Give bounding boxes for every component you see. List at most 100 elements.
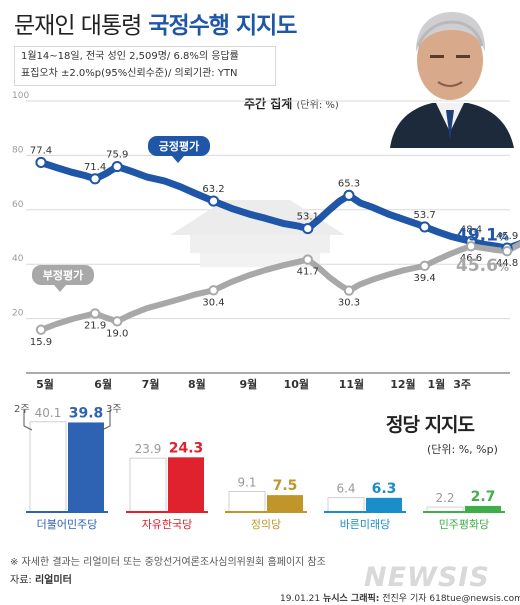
- data-point: [302, 254, 313, 265]
- newsis-logo: NEWSIS: [364, 562, 490, 593]
- bar-current-week: [366, 497, 402, 512]
- data-point: [419, 221, 431, 233]
- party-name-label: 바른미래당: [340, 518, 391, 531]
- data-point: [89, 308, 101, 319]
- x-tick-label: 5월: [36, 377, 54, 391]
- survey-info-line1: 1월14~18일, 전국 성인 2,509명/ 6.8%의 응답률: [21, 51, 239, 62]
- survey-info-line2: 표집오차 ±2.0%p(95%신뢰수준)/ 의뢰기관: YTN: [21, 68, 238, 79]
- data-label: 75.9: [106, 150, 128, 161]
- x-tick-label: 9월: [240, 377, 258, 391]
- data-label: 30.4: [202, 297, 224, 308]
- disapprove-callout-bubble: [32, 265, 94, 285]
- bar-prev-week: [327, 497, 365, 513]
- footer-source: 자료: 리얼미터: [10, 571, 72, 586]
- data-point: [111, 160, 123, 173]
- data-point: [89, 173, 101, 185]
- bar-prev-value: 9.1: [237, 476, 256, 490]
- period-label-prev: 2주: [14, 404, 30, 415]
- data-point: [208, 285, 219, 296]
- chart-x-axis: 5월 6월 7월 8월 9월 10월 11월 12월 1월 3주: [36, 377, 471, 391]
- data-label: 21.9: [84, 320, 106, 331]
- data-label: 45.9: [496, 231, 518, 242]
- data-point: [501, 245, 513, 257]
- data-label: 30.3: [338, 298, 360, 309]
- bar-current-value: 6.3: [372, 481, 397, 497]
- bar-prev-week: [228, 491, 266, 513]
- x-tick-label: 6월: [94, 377, 112, 391]
- survey-info-box: 1월14~18일, 전국 성인 2,509명/ 6.8%의 응답률 표집오차 ±…: [14, 46, 276, 86]
- data-point: [35, 156, 47, 169]
- data-label: 39.4: [414, 273, 436, 284]
- bar-current-week: [168, 457, 204, 512]
- period-label-current: 3주: [106, 404, 122, 415]
- credit-agency: 뉴시스 그래픽:: [322, 594, 380, 604]
- bar-current-value: 24.3: [169, 440, 204, 456]
- percent-sign: %: [498, 230, 509, 243]
- data-label: 46.6: [460, 253, 482, 264]
- x-tick-label: 10월: [284, 377, 309, 391]
- credit-date: 19.01.21: [280, 594, 321, 604]
- data-label: 77.4: [30, 145, 52, 156]
- data-label: 65.3: [338, 178, 360, 189]
- x-tick-label: 8월: [188, 377, 206, 391]
- x-tick-label: 3주: [453, 378, 471, 391]
- data-point: [343, 189, 355, 201]
- bar-prev-value: 23.9: [135, 442, 162, 456]
- percent-sign: %: [498, 261, 509, 274]
- party-name-label: 자유한국당: [142, 518, 193, 531]
- x-tick-label: 12월: [390, 377, 415, 391]
- bar-prev-value: 6.4: [336, 482, 355, 496]
- source-value: 리얼미터: [34, 575, 72, 586]
- bar-prev-value: 2.2: [435, 491, 454, 505]
- y-tick-label: 100: [12, 91, 29, 101]
- bar-prev-week: [29, 421, 67, 513]
- data-point: [302, 222, 314, 235]
- data-label: 15.9: [30, 337, 52, 348]
- data-point: [343, 285, 355, 296]
- graphic-credit: 19.01.21 뉴시스 그래픽: 전진우 기자 618tue@newsis.c…: [280, 591, 520, 604]
- x-tick-label: 11월: [339, 377, 364, 391]
- bar-current-value: 39.8: [69, 405, 104, 421]
- y-tick-label: 20: [12, 309, 24, 319]
- president-portrait-image: [380, 0, 520, 148]
- data-label: 63.2: [202, 184, 224, 195]
- bar-prev-week: [129, 457, 167, 513]
- data-label: 71.4: [84, 162, 106, 173]
- data-point: [35, 324, 47, 335]
- weekly-unit: (단위: %): [296, 100, 339, 111]
- data-label: 44.8: [496, 258, 518, 269]
- party-support-title: 정당 지지도: [386, 414, 475, 436]
- x-tick-label: 1월: [428, 377, 446, 391]
- data-point: [465, 241, 477, 252]
- y-tick-label: 40: [12, 254, 24, 264]
- party-name-label: 정의당: [251, 518, 281, 531]
- bar-current-week: [465, 505, 501, 512]
- data-point: [207, 195, 220, 207]
- bar-current-value: 7.5: [273, 478, 298, 494]
- party-name-label: 더불어민주당: [37, 518, 98, 531]
- bar-prev-value: 40.1: [35, 406, 62, 420]
- bracket-prev-week: [23, 410, 33, 431]
- bar-current-value: 2.7: [471, 489, 496, 505]
- party-support-bar-chart: 40.1 39.8 더불어민주당 23.9 24.3 자유한국당 9.1 7.5 정의당 6.4 6…: [14, 404, 505, 531]
- chart-series: [35, 156, 520, 335]
- bar-current-week: [267, 495, 303, 512]
- approval-line-chart: 20 40 60 80 100 77.4 71.475.9 63.2 53.1 65.3 53.7…: [12, 91, 520, 391]
- title-president: 문재인 대통령: [14, 13, 142, 39]
- disapprove-callout-pointer: [54, 285, 66, 292]
- latest-disapprove-value: 45.6%: [456, 256, 509, 276]
- data-label: 41.7: [297, 267, 319, 278]
- data-point: [112, 316, 123, 327]
- party-name-label: 민주평화당: [439, 518, 490, 531]
- data-label: 53.1: [297, 212, 319, 223]
- x-tick-label: 7월: [142, 377, 160, 391]
- source-label: 자료:: [10, 575, 32, 586]
- approve-callout-label: 긍정평가: [159, 139, 199, 153]
- disapprove-callout-label: 부정평가: [43, 268, 83, 282]
- data-label: 53.7: [414, 210, 436, 221]
- bracket-current-week: [101, 410, 111, 431]
- approve-callout-bubble: [148, 136, 210, 156]
- data-point: [419, 260, 430, 272]
